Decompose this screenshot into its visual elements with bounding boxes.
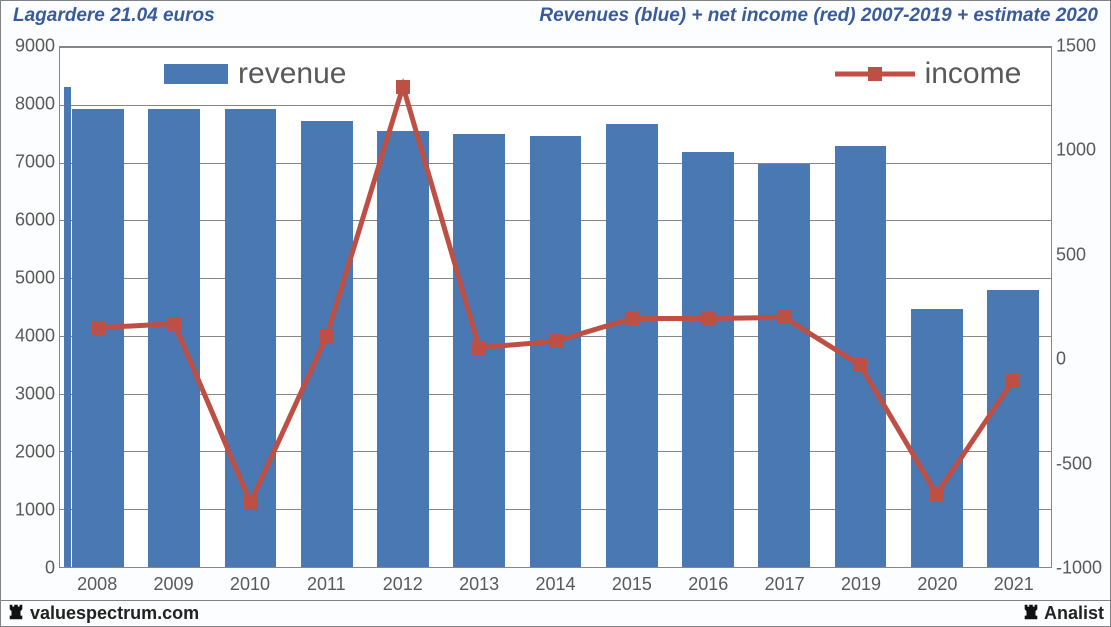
y-axis-left-labels: 0100020003000400050006000700080009000 [3, 46, 55, 568]
x-tick: 2019 [841, 574, 881, 595]
bar [682, 152, 734, 567]
x-tick: 2020 [917, 574, 957, 595]
header: Lagardere 21.04 euros Revenues (blue) + … [1, 1, 1110, 31]
legend-income: income [835, 57, 1022, 91]
header-right: Revenues (blue) + net income (red) 2007-… [539, 5, 1098, 27]
y-right-tick: -500 [1056, 453, 1108, 474]
legend-income-swatch [835, 63, 915, 85]
x-tick: 2009 [154, 574, 194, 595]
y-left-tick: 2000 [3, 442, 55, 463]
y-left-tick: 3000 [3, 384, 55, 405]
y-left-tick: 8000 [3, 94, 55, 115]
y-left-tick: 0 [3, 558, 55, 579]
line-marker [244, 496, 258, 510]
y-right-tick: 1000 [1056, 140, 1108, 161]
line-marker [853, 358, 867, 372]
y-right-tick: -1000 [1056, 558, 1108, 579]
x-tick: 2013 [459, 574, 499, 595]
legend-revenue-swatch [164, 64, 228, 84]
bar [758, 164, 810, 567]
x-tick: 2017 [765, 574, 805, 595]
bar [911, 309, 963, 567]
footer-left: valuespectrum.com [7, 603, 199, 624]
bar [987, 290, 1039, 567]
footer: valuespectrum.com Analist [1, 600, 1110, 626]
y-left-tick: 6000 [3, 210, 55, 231]
x-tick: 2008 [77, 574, 117, 595]
bar [835, 146, 887, 567]
plot-area-wrap: revenue income [59, 46, 1052, 568]
bar [530, 136, 582, 567]
bar [148, 109, 200, 567]
x-tick: 2011 [307, 574, 346, 595]
line-marker [549, 334, 563, 348]
line-marker [320, 329, 334, 343]
y-left-tick: 1000 [3, 500, 55, 521]
x-tick: 2015 [612, 574, 652, 595]
line-marker [1006, 374, 1020, 388]
bar [606, 124, 658, 567]
y-left-tick: 9000 [3, 36, 55, 57]
plot-area: revenue income [59, 46, 1052, 568]
legend-income-label: income [925, 57, 1022, 91]
bar [377, 131, 429, 567]
x-axis-labels: 2008 2009 2010 2011 2012 2013 2014 2015 2016 2017… [59, 574, 1052, 598]
x-tick: 2014 [535, 574, 575, 595]
x-tick: 2010 [230, 574, 270, 595]
header-left: Lagardere 21.04 euros [13, 5, 215, 27]
rook-icon [1022, 603, 1040, 621]
line-marker [930, 487, 944, 501]
line-marker [396, 80, 410, 94]
y-left-tick: 4000 [3, 326, 55, 347]
x-tick: 2012 [383, 574, 423, 595]
chart-frame: Lagardere 21.04 euros Revenues (blue) + … [0, 0, 1111, 627]
line-marker [91, 321, 105, 335]
x-tick: 2021 [994, 574, 1034, 595]
line-marker [701, 311, 715, 325]
footer-right: Analist [1022, 603, 1104, 624]
legend-revenue-label: revenue [238, 57, 346, 91]
y-right-tick: 0 [1056, 349, 1108, 370]
y-right-tick: 1500 [1056, 36, 1108, 57]
legend-revenue: revenue [164, 57, 346, 91]
bar-2007-sliver [64, 87, 71, 567]
y-right-tick: 500 [1056, 244, 1108, 265]
rook-icon [7, 603, 25, 621]
line-marker [167, 317, 181, 331]
bar [301, 121, 353, 567]
bar [72, 109, 124, 567]
line-marker [472, 341, 486, 355]
y-left-tick: 5000 [3, 268, 55, 289]
y-left-tick: 7000 [3, 152, 55, 173]
y-axis-right-labels: -1000-500050010001500 [1056, 46, 1108, 568]
line-marker [777, 310, 791, 324]
x-tick: 2016 [688, 574, 728, 595]
line-marker [625, 311, 639, 325]
